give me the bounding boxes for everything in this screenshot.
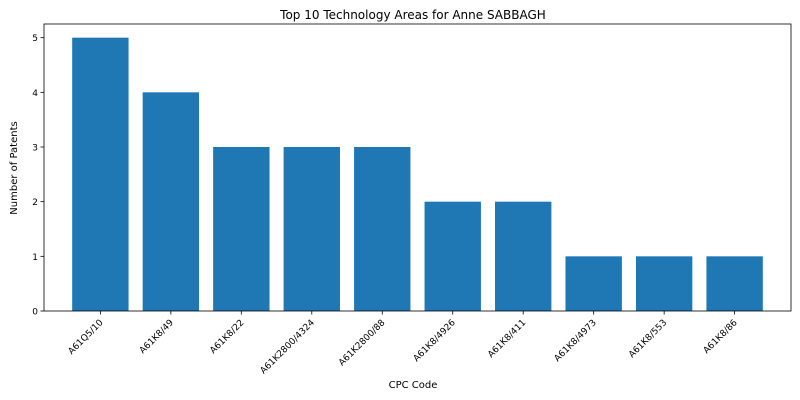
bar-6	[495, 202, 551, 311]
x-axis: A61Q5/10 A61K8/49 A61K8/22 A61K2800/4324 A61…	[67, 311, 740, 376]
x-axis-label: CPC Code	[389, 380, 438, 391]
bar-1	[143, 92, 199, 311]
x-tick-label-3: A61K2800/4324	[259, 318, 317, 376]
x-tick-label-4: A61K2800/88	[337, 318, 387, 368]
y-tick-label-4: 4	[32, 89, 38, 99]
bar-2	[213, 147, 269, 311]
x-tick-label-5: A61K8/4926	[412, 318, 458, 364]
x-tick-label-2: A61K8/22	[208, 318, 246, 356]
bar-8	[636, 256, 692, 311]
chart-title: Top 10 Technology Areas for Anne SABBAGH	[279, 8, 546, 22]
x-tick-label-6: A61K8/411	[486, 318, 528, 360]
bar-0	[72, 38, 128, 311]
y-tick-label-5: 5	[32, 34, 38, 44]
x-tick-label-9: A61K8/86	[702, 318, 740, 356]
y-tick-label-0: 0	[32, 308, 38, 318]
y-axis: 0 1 2 3 4 5	[32, 34, 44, 317]
bar-4	[354, 147, 410, 311]
y-tick-label-2: 2	[32, 198, 38, 208]
x-tick-label-0: A61Q5/10	[67, 318, 106, 357]
y-tick-label-1: 1	[32, 253, 38, 263]
x-tick-label-8: A61K8/553	[627, 318, 669, 360]
bar-5	[425, 202, 481, 311]
bar-9	[706, 256, 762, 311]
bar-3	[284, 147, 340, 311]
x-tick-label-7: A61K8/4973	[553, 318, 599, 364]
x-tick-label-1: A61K8/49	[138, 318, 176, 356]
y-tick-label-3: 3	[32, 144, 38, 154]
bar-7	[565, 256, 621, 311]
y-axis-label: Number of Patents	[9, 121, 20, 214]
bars-group	[72, 38, 763, 311]
